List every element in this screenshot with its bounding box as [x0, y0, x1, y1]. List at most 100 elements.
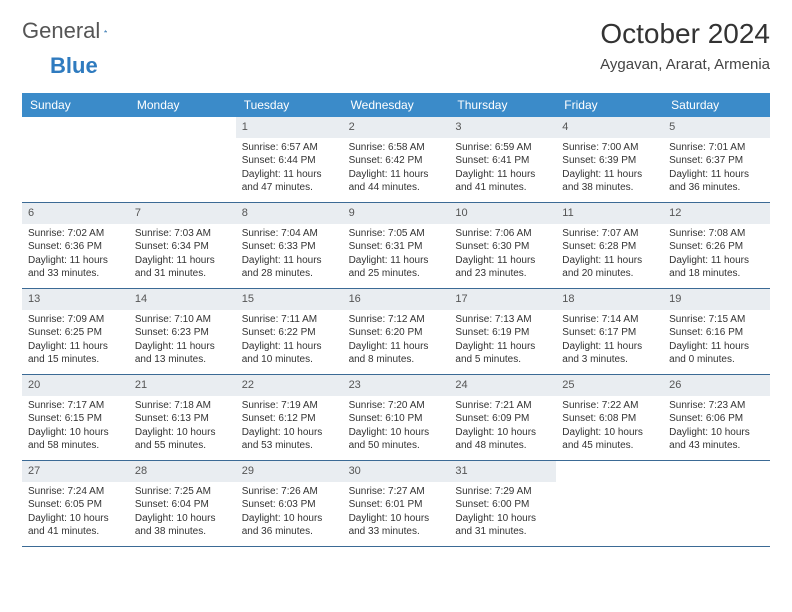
daylight-line: Daylight: 10 hours and 48 minutes.	[455, 426, 550, 453]
calendar-cell-empty	[556, 461, 663, 547]
day-number: 19	[663, 289, 770, 310]
weekday-header: Sunday	[22, 93, 129, 117]
sunrise-line: Sunrise: 7:22 AM	[562, 399, 657, 413]
calendar-cell-empty	[129, 117, 236, 203]
day-details: Sunrise: 7:05 AMSunset: 6:31 PMDaylight:…	[343, 227, 450, 281]
calendar-cell: 22Sunrise: 7:19 AMSunset: 6:12 PMDayligh…	[236, 375, 343, 461]
day-details: Sunrise: 7:03 AMSunset: 6:34 PMDaylight:…	[129, 227, 236, 281]
day-details: Sunrise: 7:25 AMSunset: 6:04 PMDaylight:…	[129, 485, 236, 539]
calendar-cell: 30Sunrise: 7:27 AMSunset: 6:01 PMDayligh…	[343, 461, 450, 547]
sunset-line: Sunset: 6:31 PM	[349, 240, 444, 254]
title-block: October 2024 Aygavan, Ararat, Armenia	[600, 18, 770, 73]
sunrise-line: Sunrise: 7:10 AM	[135, 313, 230, 327]
sunrise-line: Sunrise: 7:02 AM	[28, 227, 123, 241]
day-details: Sunrise: 7:01 AMSunset: 6:37 PMDaylight:…	[663, 141, 770, 195]
day-number: 5	[663, 117, 770, 138]
sunrise-line: Sunrise: 7:06 AM	[455, 227, 550, 241]
sunset-line: Sunset: 6:26 PM	[669, 240, 764, 254]
day-number: 2	[343, 117, 450, 138]
sunset-line: Sunset: 6:30 PM	[455, 240, 550, 254]
daylight-line: Daylight: 11 hours and 13 minutes.	[135, 340, 230, 367]
day-number: 31	[449, 461, 556, 482]
month-title: October 2024	[600, 18, 770, 50]
sunset-line: Sunset: 6:42 PM	[349, 154, 444, 168]
sunrise-line: Sunrise: 6:57 AM	[242, 141, 337, 155]
day-number: 27	[22, 461, 129, 482]
sunrise-line: Sunrise: 7:27 AM	[349, 485, 444, 499]
sunset-line: Sunset: 6:16 PM	[669, 326, 764, 340]
day-number: 12	[663, 203, 770, 224]
sunrise-line: Sunrise: 7:19 AM	[242, 399, 337, 413]
day-details: Sunrise: 7:00 AMSunset: 6:39 PMDaylight:…	[556, 141, 663, 195]
sunrise-line: Sunrise: 7:14 AM	[562, 313, 657, 327]
sunset-line: Sunset: 6:09 PM	[455, 412, 550, 426]
daylight-line: Daylight: 11 hours and 38 minutes.	[562, 168, 657, 195]
sunset-line: Sunset: 6:22 PM	[242, 326, 337, 340]
day-details: Sunrise: 7:21 AMSunset: 6:09 PMDaylight:…	[449, 399, 556, 453]
day-number: 23	[343, 375, 450, 396]
day-details: Sunrise: 7:29 AMSunset: 6:00 PMDaylight:…	[449, 485, 556, 539]
calendar-cell: 4 Sunrise: 7:00 AMSunset: 6:39 PMDaylight…	[556, 117, 663, 203]
day-number: 22	[236, 375, 343, 396]
day-number: 16	[343, 289, 450, 310]
sunset-line: Sunset: 6:37 PM	[669, 154, 764, 168]
day-number: 4	[556, 117, 663, 138]
sunset-line: Sunset: 6:00 PM	[455, 498, 550, 512]
sunrise-line: Sunrise: 7:15 AM	[669, 313, 764, 327]
sunrise-line: Sunrise: 7:21 AM	[455, 399, 550, 413]
day-details: Sunrise: 7:10 AMSunset: 6:23 PMDaylight:…	[129, 313, 236, 367]
sunset-line: Sunset: 6:39 PM	[562, 154, 657, 168]
weekday-header: Tuesday	[236, 93, 343, 117]
day-details: Sunrise: 7:15 AMSunset: 6:16 PMDaylight:…	[663, 313, 770, 367]
calendar-cell: 13Sunrise: 7:09 AMSunset: 6:25 PMDayligh…	[22, 289, 129, 375]
sunset-line: Sunset: 6:41 PM	[455, 154, 550, 168]
sunset-line: Sunset: 6:04 PM	[135, 498, 230, 512]
calendar-header: SundayMondayTuesdayWednesdayThursdayFrid…	[22, 93, 770, 117]
day-number: 15	[236, 289, 343, 310]
daylight-line: Daylight: 11 hours and 20 minutes.	[562, 254, 657, 281]
calendar-cell: 27 Sunrise: 7:24 AMSunset: 6:05 PMDayligh…	[22, 461, 129, 547]
sunset-line: Sunset: 6:36 PM	[28, 240, 123, 254]
sunset-line: Sunset: 6:12 PM	[242, 412, 337, 426]
sunrise-line: Sunrise: 7:29 AM	[455, 485, 550, 499]
daylight-line: Daylight: 11 hours and 47 minutes.	[242, 168, 337, 195]
day-number: 25	[556, 375, 663, 396]
daylight-line: Daylight: 11 hours and 25 minutes.	[349, 254, 444, 281]
day-number: 3	[449, 117, 556, 138]
daylight-line: Daylight: 10 hours and 50 minutes.	[349, 426, 444, 453]
sunset-line: Sunset: 6:15 PM	[28, 412, 123, 426]
calendar-cell: 25Sunrise: 7:22 AMSunset: 6:08 PMDayligh…	[556, 375, 663, 461]
sunrise-line: Sunrise: 7:12 AM	[349, 313, 444, 327]
sunrise-line: Sunrise: 7:26 AM	[242, 485, 337, 499]
day-details: Sunrise: 7:09 AMSunset: 6:25 PMDaylight:…	[22, 313, 129, 367]
weekday-header: Monday	[129, 93, 236, 117]
calendar-cell: 24Sunrise: 7:21 AMSunset: 6:09 PMDayligh…	[449, 375, 556, 461]
sunset-line: Sunset: 6:13 PM	[135, 412, 230, 426]
daylight-line: Daylight: 10 hours and 45 minutes.	[562, 426, 657, 453]
calendar-cell: 19 Sunrise: 7:15 AMSunset: 6:16 PMDayligh…	[663, 289, 770, 375]
sunrise-line: Sunrise: 7:07 AM	[562, 227, 657, 241]
sunset-line: Sunset: 6:05 PM	[28, 498, 123, 512]
sunrise-line: Sunrise: 6:59 AM	[455, 141, 550, 155]
day-details: Sunrise: 7:24 AMSunset: 6:05 PMDaylight:…	[22, 485, 129, 539]
sunset-line: Sunset: 6:19 PM	[455, 326, 550, 340]
calendar-cell: 1Sunrise: 6:57 AMSunset: 6:44 PMDaylight…	[236, 117, 343, 203]
day-details: Sunrise: 7:14 AMSunset: 6:17 PMDaylight:…	[556, 313, 663, 367]
calendar-cell: 18Sunrise: 7:14 AMSunset: 6:17 PMDayligh…	[556, 289, 663, 375]
calendar-cell: 20Sunrise: 7:17 AMSunset: 6:15 PMDayligh…	[22, 375, 129, 461]
day-details: Sunrise: 6:59 AMSunset: 6:41 PMDaylight:…	[449, 141, 556, 195]
sunset-line: Sunset: 6:20 PM	[349, 326, 444, 340]
sunset-line: Sunset: 6:10 PM	[349, 412, 444, 426]
weekday-header: Friday	[556, 93, 663, 117]
sunrise-line: Sunrise: 7:24 AM	[28, 485, 123, 499]
sunrise-line: Sunrise: 7:23 AM	[669, 399, 764, 413]
calendar-cell: 14Sunrise: 7:10 AMSunset: 6:23 PMDayligh…	[129, 289, 236, 375]
daylight-line: Daylight: 10 hours and 41 minutes.	[28, 512, 123, 539]
location: Aygavan, Ararat, Armenia	[600, 56, 770, 73]
sunset-line: Sunset: 6:34 PM	[135, 240, 230, 254]
day-details: Sunrise: 7:20 AMSunset: 6:10 PMDaylight:…	[343, 399, 450, 453]
day-number: 30	[343, 461, 450, 482]
weekday-header: Saturday	[663, 93, 770, 117]
daylight-line: Daylight: 10 hours and 36 minutes.	[242, 512, 337, 539]
calendar-cell: 29Sunrise: 7:26 AMSunset: 6:03 PMDayligh…	[236, 461, 343, 547]
